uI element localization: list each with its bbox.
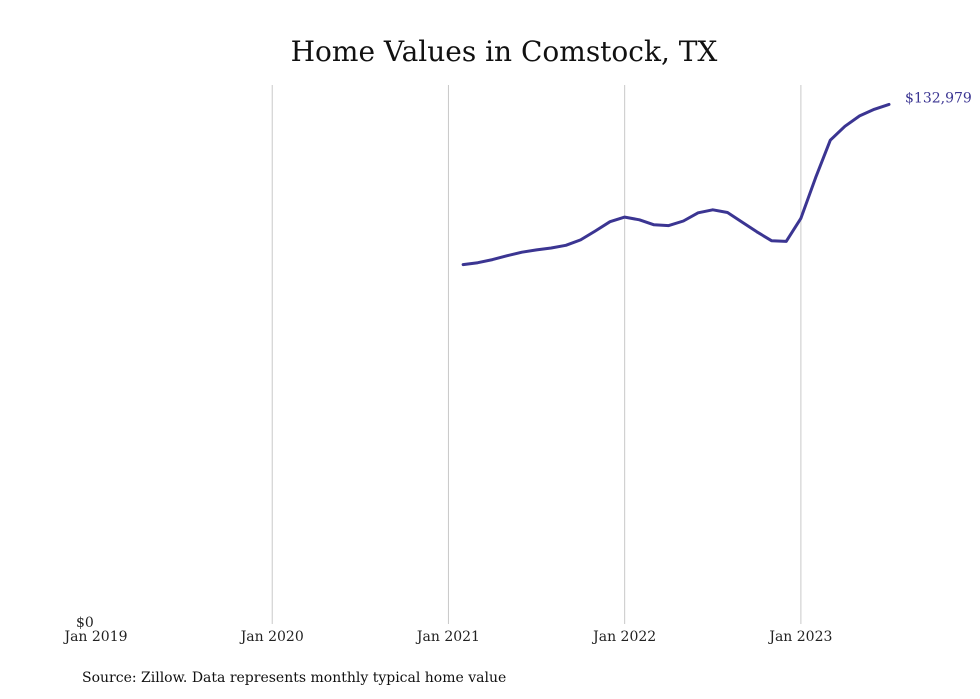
chart-title: Home Values in Comstock, TX: [291, 35, 718, 68]
source-note: Source: Zillow. Data represents monthly …: [82, 670, 506, 686]
x-tick-label: Jan 2021: [415, 629, 480, 645]
series-line: [461, 102, 891, 267]
end-value-label: $132,979: [905, 90, 972, 106]
y-tick-label: $0: [76, 615, 94, 631]
x-tick-label: Jan 2023: [767, 629, 832, 645]
x-tick-label: Jan 2022: [591, 629, 656, 645]
x-axis-ticks: Jan 2019 Jan 2020 Jan 2021 Jan 2022 Jan 2023: [62, 629, 832, 645]
x-tick-label: Jan 2019: [62, 629, 127, 645]
y-axis-ticks: $0: [76, 615, 94, 631]
x-tick-label: Jan 2020: [239, 629, 304, 645]
gridlines: [271, 85, 802, 624]
